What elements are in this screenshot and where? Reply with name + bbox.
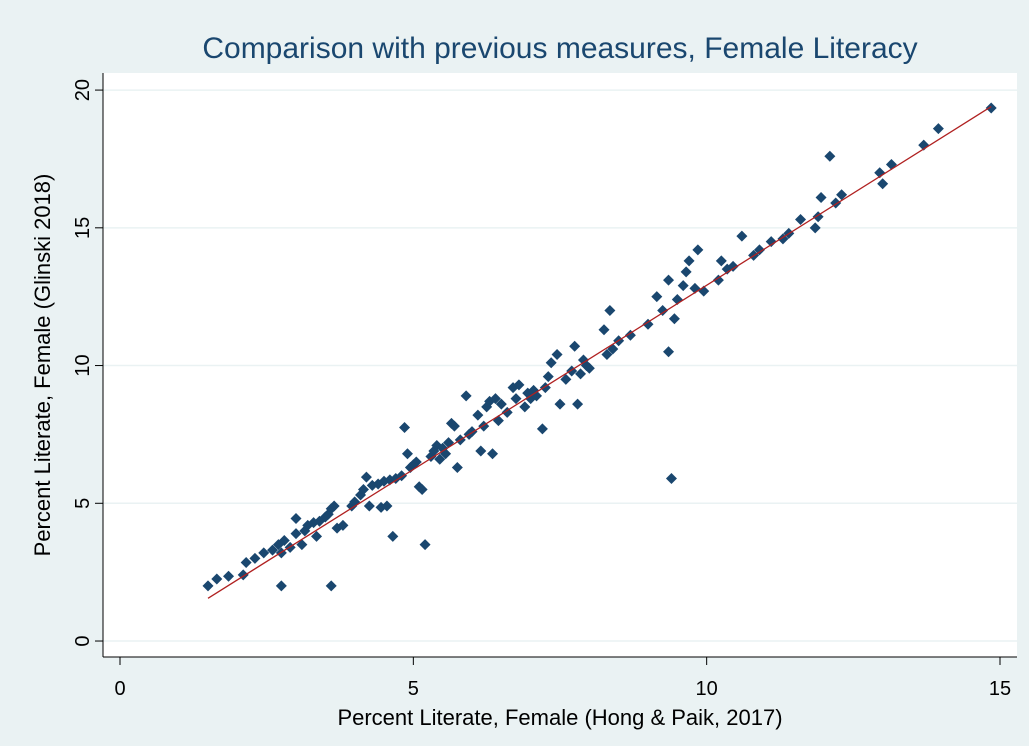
point bbox=[692, 244, 704, 256]
point bbox=[460, 390, 472, 402]
plot-layer: 0 5 10 15 20 0 5 10 15 bbox=[72, 73, 1017, 700]
point bbox=[765, 236, 777, 248]
point bbox=[583, 362, 595, 374]
point bbox=[601, 349, 613, 361]
point bbox=[795, 214, 807, 226]
point bbox=[401, 448, 413, 460]
point bbox=[381, 500, 393, 512]
point bbox=[569, 340, 581, 352]
x-tick-label: 0 bbox=[114, 678, 125, 700]
y-tick-label: 20 bbox=[72, 79, 94, 101]
point bbox=[575, 368, 587, 380]
point bbox=[877, 178, 889, 190]
point bbox=[824, 150, 836, 162]
point bbox=[624, 329, 636, 341]
point bbox=[249, 552, 261, 564]
y-tick-label: 5 bbox=[72, 498, 94, 509]
point bbox=[513, 379, 525, 391]
point bbox=[545, 357, 557, 369]
point bbox=[985, 102, 997, 114]
point bbox=[487, 448, 499, 460]
point bbox=[683, 255, 695, 267]
point bbox=[489, 393, 501, 405]
point bbox=[325, 580, 337, 592]
point bbox=[387, 530, 399, 542]
point bbox=[399, 422, 411, 434]
point bbox=[495, 398, 507, 410]
point bbox=[434, 453, 446, 465]
point bbox=[328, 500, 340, 512]
point bbox=[223, 570, 235, 582]
point bbox=[542, 371, 554, 383]
point bbox=[668, 313, 680, 325]
point bbox=[211, 573, 223, 585]
point bbox=[753, 244, 765, 256]
point bbox=[475, 445, 487, 457]
point bbox=[663, 346, 675, 358]
point bbox=[360, 471, 372, 483]
y-tick-label: 10 bbox=[72, 354, 94, 376]
point bbox=[275, 580, 287, 592]
point bbox=[727, 260, 739, 272]
point bbox=[357, 484, 369, 496]
point bbox=[712, 274, 724, 286]
point bbox=[560, 373, 572, 385]
x-tick-label: 5 bbox=[408, 678, 419, 700]
point bbox=[663, 274, 675, 286]
point bbox=[815, 192, 827, 204]
y-tick-label: 0 bbox=[72, 635, 94, 646]
y-tick-label: 15 bbox=[72, 217, 94, 239]
point bbox=[677, 280, 689, 292]
point bbox=[932, 123, 944, 135]
point bbox=[657, 304, 669, 316]
point bbox=[416, 484, 428, 496]
point bbox=[337, 519, 349, 531]
point bbox=[311, 530, 323, 542]
point bbox=[554, 398, 566, 410]
x-tick-label: 15 bbox=[989, 678, 1011, 700]
point bbox=[809, 222, 821, 234]
point bbox=[290, 528, 302, 540]
x-tick-label: 10 bbox=[696, 678, 718, 700]
point bbox=[510, 393, 522, 405]
y-axis-title: Percent Literate, Female (Glinski 2018) bbox=[30, 174, 55, 557]
point bbox=[419, 539, 431, 551]
point bbox=[501, 406, 513, 418]
point bbox=[536, 423, 548, 435]
point bbox=[410, 456, 422, 468]
point bbox=[448, 420, 460, 432]
point bbox=[836, 189, 848, 201]
point bbox=[598, 324, 610, 336]
point bbox=[202, 580, 214, 592]
point bbox=[604, 304, 616, 316]
point bbox=[240, 557, 252, 569]
point bbox=[736, 230, 748, 242]
point bbox=[278, 534, 290, 546]
point bbox=[363, 500, 375, 512]
point bbox=[290, 512, 302, 524]
point bbox=[651, 291, 663, 303]
point bbox=[715, 255, 727, 267]
point bbox=[551, 349, 563, 361]
point bbox=[642, 318, 654, 330]
point bbox=[451, 461, 463, 473]
point bbox=[258, 547, 270, 559]
point bbox=[472, 409, 484, 421]
point bbox=[572, 398, 584, 410]
point bbox=[519, 401, 531, 413]
point bbox=[267, 544, 279, 556]
point bbox=[665, 472, 677, 484]
x-axis-title: Percent Literate, Female (Hong & Paik, 2… bbox=[337, 705, 782, 730]
fit-line bbox=[207, 106, 992, 599]
point bbox=[680, 266, 692, 278]
chart-title: Comparison with previous measures, Femal… bbox=[202, 32, 917, 65]
